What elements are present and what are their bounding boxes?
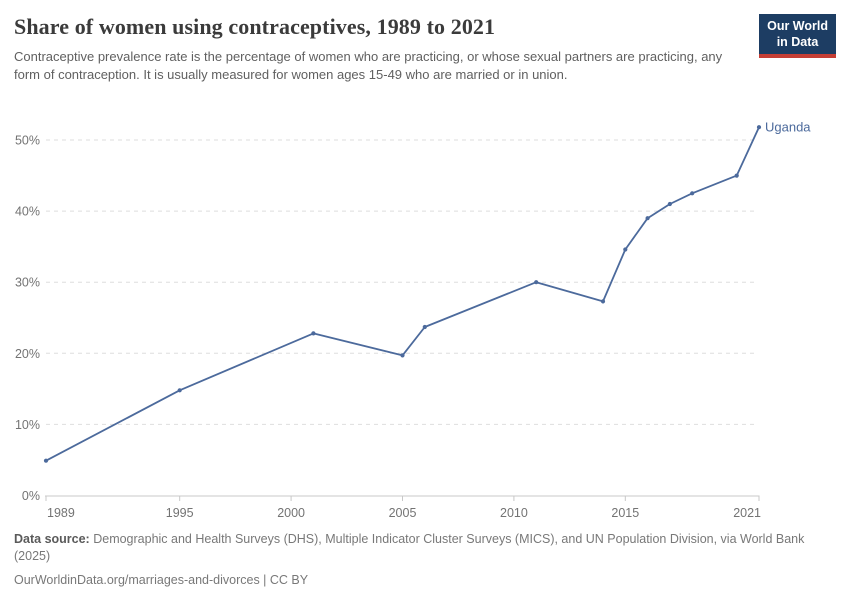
data-point-uganda-2018[interactable] [690,191,695,196]
entity-label-uganda[interactable]: Uganda [765,120,811,135]
owid-logo[interactable]: Our World in Data [759,14,836,59]
owid-logo-line2: in Data [776,34,819,49]
data-source-text: Demographic and Health Surveys (DHS), Mu… [14,532,805,564]
data-point-uganda-1989[interactable] [43,458,49,463]
x-axis-label-2005: 2005 [389,506,417,520]
y-axis-label-20: 20% [15,347,40,361]
x-axis-label-2015: 2015 [611,506,639,520]
chart-footer: Data source: Demographic and Health Surv… [14,531,836,589]
page-title: Share of women using contraceptives, 198… [14,14,496,39]
y-axis-label-30: 30% [15,276,40,290]
y-axis-label-40: 40% [15,205,40,219]
data-point-uganda-2021[interactable] [756,125,762,130]
data-point-uganda-1995[interactable] [177,388,182,393]
x-axis-label-2000: 2000 [277,506,305,520]
x-axis-label-2021: 2021 [733,506,761,520]
chart-header: Share of women using contraceptives, 198… [14,14,836,83]
owid-logo-line1: Our World [767,19,828,33]
y-axis-label-10: 10% [15,418,40,432]
chart-subtitle: Contraceptive prevalence rate is the per… [14,49,723,82]
x-axis-label-2010: 2010 [500,506,528,520]
footer-link[interactable]: OurWorldinData.org/marriages-and-divorce… [14,572,309,587]
data-point-uganda-2005[interactable] [400,353,405,358]
data-point-uganda-2014[interactable] [600,299,606,304]
y-axis-label-50: 50% [15,134,40,148]
data-source-label: Data source: [14,532,90,546]
data-point-uganda-2020[interactable] [734,173,739,178]
y-axis-label-0: 0% [22,489,40,503]
data-source-line: Data source: Demographic and Health Surv… [14,531,836,566]
data-point-uganda-2011[interactable] [534,280,539,285]
x-axis-label-1989: 1989 [47,506,75,520]
data-point-uganda-2016[interactable] [645,216,650,221]
data-point-uganda-2001[interactable] [311,331,316,336]
series-line-uganda[interactable] [45,126,760,462]
data-point-uganda-2015[interactable] [623,247,628,252]
x-axis-label-1995: 1995 [166,506,194,520]
data-point-uganda-2006[interactable] [422,324,427,330]
data-point-uganda-2017[interactable] [667,201,673,207]
